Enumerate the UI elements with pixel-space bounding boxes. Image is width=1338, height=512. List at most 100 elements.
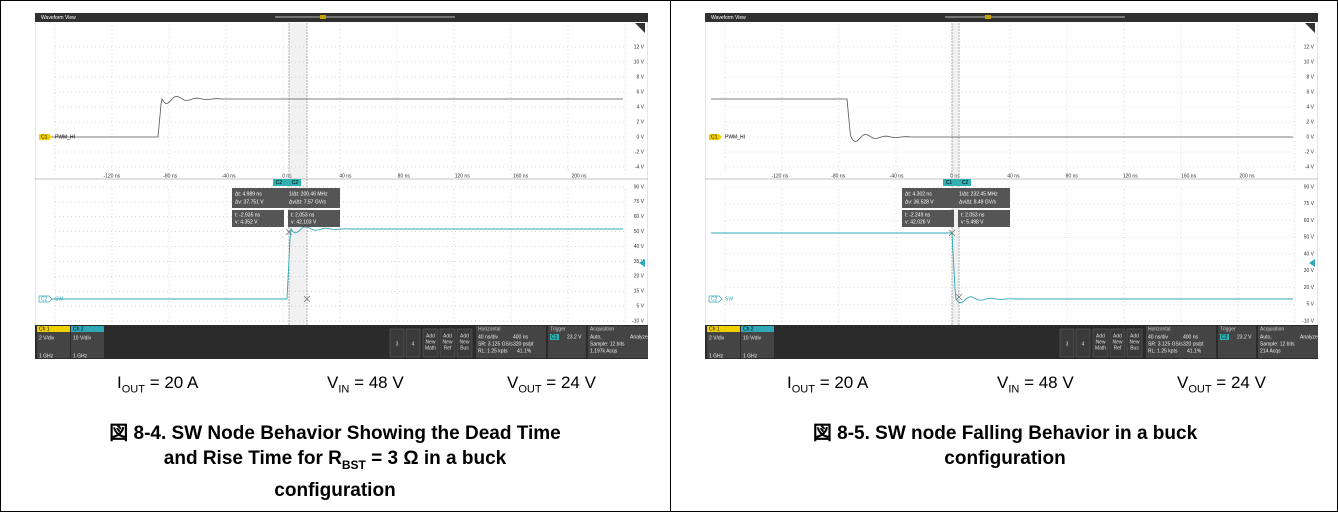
- condition-value: = 24 V: [541, 373, 596, 392]
- y-tick-label: 20 V: [1304, 285, 1315, 291]
- horizontal-setting: 41.1%: [517, 348, 532, 354]
- x-tick-label: 160 ns: [513, 173, 529, 179]
- y-tick-label: 0 V: [636, 134, 644, 140]
- add-button-label: Ref: [444, 345, 452, 351]
- horizontal-setting: 400 ns: [513, 334, 529, 340]
- x-tick-label: 0 ns: [950, 173, 960, 179]
- figure-panel: Waveform View 12 V 10 V 8 V 6 V 4 V 2 V 0 V -2 V…: [670, 1, 1337, 511]
- cursor-badge: [943, 179, 971, 186]
- channel-button: [389, 328, 405, 358]
- horizontal-setting: 320 ps/pt: [1183, 341, 1204, 347]
- x-tick-label: 40 ns: [339, 173, 352, 179]
- figure-caption: 図 8-5. SW node Falling Behavior in a buc…: [671, 421, 1337, 471]
- y-tick-label: 8 V: [636, 74, 644, 80]
- add-button: [1092, 328, 1109, 358]
- acquisition-box: [588, 326, 648, 358]
- measure-value: Δv: 36.528 V: [905, 199, 934, 205]
- y-tick-label: -10 V: [632, 318, 645, 324]
- acquisition-setting: 1.197k Acqs: [590, 348, 618, 354]
- caption-text: configuration: [944, 448, 1066, 469]
- y-tick-label: 6 V: [636, 89, 644, 95]
- add-button: [1109, 328, 1126, 358]
- scroll-thumb: [985, 15, 991, 19]
- cursor-band: [289, 23, 307, 325]
- x-tick-label: -80 ns: [831, 173, 845, 179]
- x-tick-label: 40 ns: [1007, 173, 1020, 179]
- measure-value: Δv/Δt: 8.49 GV/s: [959, 199, 996, 205]
- ch2-badge: [38, 295, 53, 303]
- ch1-name: PWM_HI: [725, 135, 745, 141]
- add-button-label: New: [1112, 339, 1122, 345]
- horizontal-setting: 400 ns: [1183, 334, 1199, 340]
- figure-caption: 図 8-4. SW Node Behavior Showing the Dead…: [1, 421, 669, 503]
- y-tick-label: 0 V: [1306, 134, 1314, 140]
- ch1-setting: 2 V/div: [709, 335, 725, 341]
- acquisition-setting: Auto,: [1260, 334, 1272, 340]
- y-tick-label: 35 V: [634, 259, 645, 265]
- acquisition-header: Acquisition: [1260, 326, 1284, 332]
- y-tick-label: 2 V: [636, 119, 644, 125]
- condition-symbol: V: [997, 373, 1009, 392]
- add-button-label: Add: [1113, 333, 1122, 339]
- caption-text: = 3 Ω in a buck: [365, 448, 507, 469]
- ch1-waveform: [41, 95, 623, 138]
- offset-arrow: [1309, 259, 1315, 267]
- cursor-badge-label: C2: [276, 180, 283, 186]
- scope-title: Waveform View: [711, 15, 746, 21]
- ch2-waveform: [711, 232, 1293, 304]
- ch1-box-header: [37, 326, 70, 332]
- x-tick-label: 120 ns: [1123, 173, 1139, 179]
- y-tick-label: 2 V: [1306, 119, 1314, 125]
- ch2-setting: 1 GHz: [73, 353, 88, 359]
- channel-button-label: 4: [1082, 341, 1085, 347]
- measure-value: Δv: 37.751 V: [235, 199, 264, 205]
- trigger-box: [1218, 326, 1256, 358]
- y-tick-label: 50 V: [1304, 235, 1315, 241]
- trigger-level: 23.2 V: [1237, 334, 1252, 340]
- measure-value: 1/Δt: 200.46 MHz: [289, 191, 328, 197]
- trigger-level: 23.2 V: [567, 334, 582, 340]
- ch1-box-header: [707, 326, 740, 332]
- acquisition-setting: Analyze: [1300, 334, 1318, 340]
- acquisition-setting: 214 Acqs: [1260, 348, 1281, 354]
- test-condition: IOUT = 20 A: [117, 373, 198, 395]
- offset-arrow: [639, 259, 645, 267]
- cursor-cross: [303, 295, 311, 303]
- x-tick-label: 200 ns: [1239, 173, 1255, 179]
- horizontal-setting: 40 ns/div: [1148, 334, 1169, 340]
- y-tick-label: 90 V: [634, 184, 645, 190]
- x-tick-label: -40 ns: [222, 173, 236, 179]
- cursor-badge-label: C1: [946, 180, 953, 186]
- measure-value: Δt: 4.302 ns: [905, 191, 932, 197]
- ch1-name: PWM_HI: [55, 135, 75, 141]
- y-tick-label: 15 V: [634, 289, 645, 295]
- caption-line: configuration: [671, 446, 1337, 471]
- channel-button-label: 3: [1066, 341, 1069, 347]
- caption-text: 図 8-4. SW Node Behavior Showing the Dead…: [109, 423, 561, 444]
- ch2-name: SW: [725, 297, 733, 303]
- cursor-a-value: v: 4.352 V: [235, 219, 258, 225]
- caption-line: 図 8-5. SW node Falling Behavior in a buc…: [671, 421, 1337, 446]
- cursor-a-value: t: -2.935 ns: [235, 212, 261, 218]
- corner-marker: [1305, 23, 1315, 33]
- add-button-label: Math: [425, 345, 436, 351]
- horizontal-setting: 40 ns/div: [478, 334, 499, 340]
- x-tick-label: 120 ns: [455, 173, 471, 179]
- y-tick-label: 90 V: [1304, 184, 1315, 190]
- y-tick-label: -2 V: [1305, 149, 1315, 155]
- ch2-setting: 10 V/div: [73, 335, 92, 341]
- test-condition: VIN = 48 V: [997, 373, 1074, 395]
- x-tick-label: -120 ns: [771, 173, 788, 179]
- condition-symbol: I: [117, 373, 122, 392]
- channel-button: [1059, 328, 1075, 358]
- ch2-box-header: [71, 326, 104, 332]
- y-tick-label: -4 V: [1305, 164, 1315, 170]
- ch1-waveform: [711, 98, 1293, 143]
- y-tick-label: -2 V: [635, 149, 645, 155]
- add-button-label: New: [442, 339, 452, 345]
- acquisition-header: Acquisition: [590, 326, 614, 332]
- condition-symbol: V: [507, 373, 519, 392]
- x-tick-label: 200 ns: [571, 173, 587, 179]
- ch2-waveform: [41, 226, 623, 300]
- cursor-cross: [285, 228, 293, 236]
